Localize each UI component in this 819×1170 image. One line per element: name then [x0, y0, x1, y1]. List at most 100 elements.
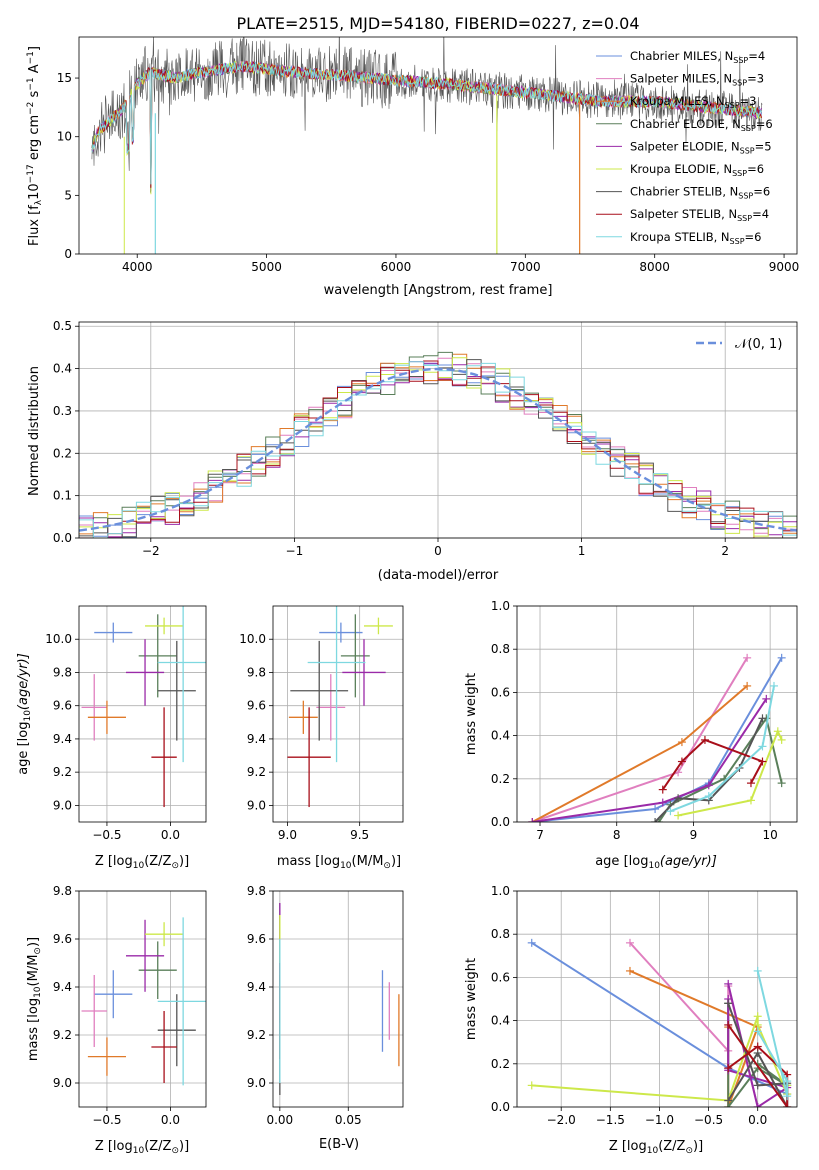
agemass-xlabel: mass [log10(M/M⊙)]: [277, 854, 401, 871]
spectrum-xtick-label: 8000: [639, 260, 670, 274]
spectrum-axes: 4000 5000 6000 7000 8000 9000 0 5 10 15: [57, 36, 799, 274]
mass_weight_vs_Z-xtick-label: −0.5: [694, 1113, 723, 1127]
residuals-ytick-label: 0.4: [53, 362, 72, 376]
mass_vs_EBV-ytick-label: 9.6: [247, 932, 266, 946]
spectrum-xtick-label: 5000: [251, 260, 282, 274]
mass_vs_EBV-ytick-label: 9.8: [247, 884, 266, 898]
residuals-ytick-label: 0.3: [53, 404, 72, 418]
residuals-xtick-label: 0: [434, 544, 442, 558]
mass_weight_vs_age-line-5: [677, 728, 783, 817]
mass_vs_Z-ytick-label: 9.8: [53, 884, 72, 898]
legend-label-main: Chabrier MILES, N: [630, 49, 733, 63]
age_vs_mass-ytick-label: 9.8: [247, 665, 266, 679]
mass_vs_EBV-axes: 0.00 0.05 9.0 9.2 9.4 9.6 9.8: [247, 884, 404, 1127]
mass_weight_vs_age-frame: [516, 605, 798, 823]
mass_vs_EBV-ytick-label: 9.4: [247, 980, 266, 994]
mwage-ylabel: mass weight: [464, 673, 479, 755]
residuals-xtick-label: 2: [721, 544, 729, 558]
legend-label-sub: SSP: [732, 79, 747, 88]
legend-label-4: Salpeter ELODIE, NSSP=5: [630, 139, 772, 155]
residuals-plot-area: [79, 351, 797, 538]
mass_weight_vs_Z-ytick-label: 0.0: [491, 1100, 510, 1114]
massebv-xlabel: E(B-V): [319, 1137, 359, 1152]
mass_vs_Z-ytick-label: 9.4: [53, 980, 72, 994]
residuals-xtick-label: −1: [286, 544, 304, 558]
mass_weight_vs_age-ytick-label: 0.0: [491, 815, 510, 829]
figure-title: PLATE=2515, MJD=54180, FIBERID=0227, z=0…: [236, 14, 639, 33]
mass_weight_vs_age-line-1: [531, 657, 748, 822]
mass_weight_vs_age-line-8: [670, 685, 775, 813]
residuals-xlabel: (data-model)/error: [378, 568, 499, 583]
mass_weight_vs_age-ytick-label: 0.2: [491, 772, 510, 786]
agez-ylabel: age [log10(age/yr)]: [16, 653, 33, 775]
legend-label-7: Salpeter STELIB, NSSP=4: [630, 207, 769, 223]
age_vs_mass-xtick-label: 9.5: [350, 828, 369, 842]
mwz-ylabel: mass weight: [464, 958, 479, 1040]
legend-label-sub: SSP: [725, 101, 740, 110]
age_vs_mass-ytick-label: 9.0: [247, 798, 266, 812]
mass_weight_vs_Z-xtick-label: −1.0: [645, 1113, 674, 1127]
mass_weight_vs_Z-ytick-label: 0.6: [491, 970, 510, 984]
spectrum-frame: [78, 36, 798, 255]
mass_weight_vs_age-ytick-label: 0.4: [491, 729, 510, 743]
age_vs_Z-frame: [78, 605, 207, 823]
spectrum-line-8: [91, 61, 762, 185]
legend-label-main: Kroupa ELODIE, N: [630, 162, 732, 176]
mass_weight_vs_Z-ytick-label: 0.4: [491, 1014, 510, 1028]
mass_vs_EBV-ytick-label: 9.0: [247, 1076, 266, 1090]
mass_weight_vs_age-line-2: [531, 685, 748, 822]
mwage-xlabel: age [log10(age/yr)]: [595, 854, 717, 871]
age_vs_Z-ytick-label: 9.6: [53, 699, 72, 713]
mass_weight_vs_age-line-7: [661, 738, 764, 791]
spectrum-ytick-label: 5: [64, 188, 72, 202]
age_vs_Z-ytick-label: 9.8: [53, 665, 72, 679]
legend-label-2: Kroupa MILES, NSSP=3: [630, 94, 756, 110]
legend-label-main: Salpeter MILES, N: [630, 72, 732, 86]
legend-label-main: Kroupa MILES, N: [630, 94, 725, 108]
massz-ylabel: mass [log10(M/M⊙)]: [26, 937, 43, 1061]
residuals-ytick-label: 0.0: [53, 531, 72, 545]
legend-label-tail: =6: [747, 162, 764, 176]
mass_weight_vs_Z-xtick-label: 0.0: [748, 1113, 767, 1127]
mass_weight_vs_age-plot-area: [528, 653, 786, 822]
legend-label-6: Chabrier STELIB, NSSP=6: [630, 185, 770, 201]
legend-label-main: Salpeter STELIB, N: [630, 207, 737, 221]
mass_weight_vs_Z-ytick-label: 0.2: [491, 1057, 510, 1071]
legend-label-sub: SSP: [741, 124, 756, 133]
legend-label-tail: =6: [756, 117, 773, 131]
age_vs_mass-xtick-label: 9.0: [278, 828, 297, 842]
age_vs_mass-ytick-label: 10.0: [239, 632, 266, 646]
mass_vs_Z-ytick-label: 9.0: [53, 1076, 72, 1090]
residuals-frame: [78, 321, 798, 539]
mass_weight_vs_age-line-6: [654, 717, 764, 822]
mass_weight_vs_age-ytick-label: 0.8: [491, 642, 510, 656]
mass_vs_Z-xtick-label: 0.0: [161, 1113, 180, 1127]
mass_weight_vs_age-ytick-label: 0.6: [491, 685, 510, 699]
legend-label-8: Kroupa STELIB, NSSP=6: [630, 230, 761, 246]
spectrum-xtick-label: 7000: [510, 260, 541, 274]
spectrum-ytick-label: 0: [64, 247, 72, 261]
residuals-xtick-label: 1: [578, 544, 586, 558]
legend-label-sub: SSP: [738, 192, 753, 201]
age_vs_mass-ytick-label: 9.4: [247, 732, 266, 746]
legend-label-tail: =4: [748, 49, 765, 63]
age_vs_Z-ytick-label: 9.2: [53, 765, 72, 779]
spectrum-xtick-label: 4000: [122, 260, 153, 274]
normal-reference-curve: [79, 367, 797, 532]
age_vs_Z-ytick-label: 9.4: [53, 732, 72, 746]
mass_weight_vs_age-xtick-label: 7: [536, 828, 544, 842]
legend-label-main: Salpeter ELODIE, N: [630, 139, 740, 153]
mass_weight_vs_age-line-4: [532, 698, 768, 822]
legend-label-tail: =6: [753, 185, 770, 199]
legend-label-0: Chabrier MILES, NSSP=4: [630, 49, 765, 65]
mass_weight_vs_age-xtick-label: 8: [613, 828, 621, 842]
mass_weight_vs_age-axes: 7 8 9 10 0.0 0.2 0.4 0.6 0.8 1.0: [491, 599, 798, 842]
spectrum-plot-area: [91, 37, 763, 254]
legend-label-3: Chabrier ELODIE, NSSP=6: [630, 117, 773, 133]
mass_weight_vs_Z-xtick-label: −2.0: [547, 1113, 576, 1127]
age_vs_mass-plot-area: [287, 606, 393, 808]
mass_weight_vs_age-line-0: [532, 657, 783, 822]
age_vs_Z-axes: −0.5 0.0 9.0 9.2 9.4 9.6 9.8 10.0: [45, 605, 207, 842]
legend-label-tail: =3: [747, 72, 764, 86]
residuals-ytick-label: 0.2: [53, 446, 72, 460]
